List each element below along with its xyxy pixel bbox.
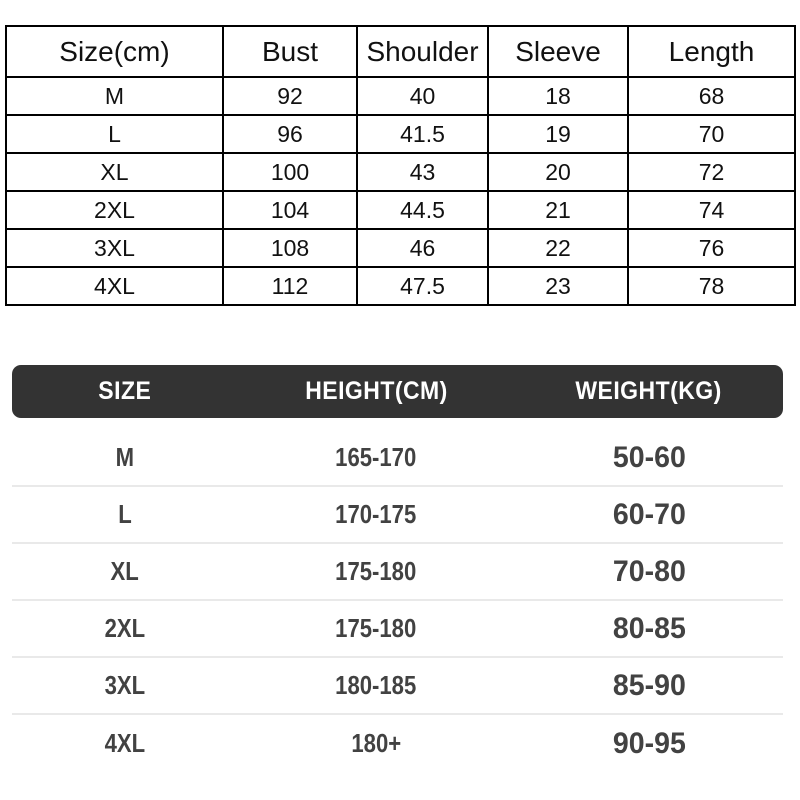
fit-weight-value: 50-60 bbox=[612, 440, 686, 474]
fit-header-weight-label: WEIGHT(KG) bbox=[575, 377, 723, 405]
table-row: L 96 41.5 19 70 bbox=[5, 114, 796, 154]
fit-height-value: 170-175 bbox=[335, 499, 417, 529]
table-row: M 92 40 18 68 bbox=[5, 76, 796, 116]
sleeve-cell: 20 bbox=[487, 152, 629, 192]
table-row: XL 100 43 20 72 bbox=[5, 152, 796, 192]
fit-weight-value: 70-80 bbox=[612, 554, 686, 588]
table-row: 2XL 104 44.5 21 74 bbox=[5, 190, 796, 230]
sleeve-cell: 19 bbox=[487, 114, 629, 154]
bust-cell: 100 bbox=[222, 152, 358, 192]
fit-size-label: L bbox=[117, 499, 132, 529]
size-cell: 4XL bbox=[5, 266, 224, 306]
bust-cell: 112 bbox=[222, 266, 358, 306]
sleeve-cell: 22 bbox=[487, 228, 629, 268]
shoulder-cell: 40 bbox=[356, 76, 489, 116]
fit-height-value: 175-180 bbox=[335, 613, 417, 643]
size-cell: 3XL bbox=[5, 228, 224, 268]
fit-size-label: 3XL bbox=[104, 670, 145, 700]
fit-header-height: HEIGHT(CM) bbox=[237, 365, 515, 418]
col-header-shoulder: Shoulder bbox=[356, 25, 489, 78]
bust-cell: 108 bbox=[222, 228, 358, 268]
length-cell: 78 bbox=[627, 266, 796, 306]
fit-weight-value: 85-90 bbox=[612, 668, 686, 702]
size-cell: XL bbox=[5, 152, 224, 192]
sleeve-cell: 21 bbox=[487, 190, 629, 230]
length-cell: 76 bbox=[627, 228, 796, 268]
fit-row: L 170-175 60-70 bbox=[12, 487, 783, 544]
col-header-length: Length bbox=[627, 25, 796, 78]
fit-row: 4XL 180+ 90-95 bbox=[12, 715, 783, 772]
length-cell: 70 bbox=[627, 114, 796, 154]
fit-header-size: SIZE bbox=[12, 365, 237, 418]
fit-weight-value: 80-85 bbox=[612, 611, 686, 645]
table-row: 3XL 108 46 22 76 bbox=[5, 228, 796, 268]
size-cell: M bbox=[5, 76, 224, 116]
fit-row: M 165-170 50-60 bbox=[12, 430, 783, 487]
bust-cell: 96 bbox=[222, 114, 358, 154]
fit-height-value: 165-170 bbox=[335, 442, 417, 472]
shoulder-cell: 46 bbox=[356, 228, 489, 268]
length-cell: 68 bbox=[627, 76, 796, 116]
fit-table-header-bar: SIZE HEIGHT(CM) WEIGHT(KG) bbox=[12, 365, 783, 418]
fit-row: 3XL 180-185 85-90 bbox=[12, 658, 783, 715]
fit-size-label: M bbox=[115, 442, 134, 472]
fit-size-label: 4XL bbox=[104, 728, 145, 758]
shoulder-cell: 43 bbox=[356, 152, 489, 192]
shoulder-cell: 47.5 bbox=[356, 266, 489, 306]
bust-cell: 104 bbox=[222, 190, 358, 230]
size-cell: L bbox=[5, 114, 224, 154]
fit-size-label: 2XL bbox=[104, 613, 145, 643]
fit-weight-value: 60-70 bbox=[612, 497, 686, 531]
fit-weight-value: 90-95 bbox=[612, 726, 686, 760]
length-cell: 72 bbox=[627, 152, 796, 192]
size-cell: 2XL bbox=[5, 190, 224, 230]
fit-size-label: XL bbox=[110, 556, 139, 586]
col-header-bust: Bust bbox=[222, 25, 358, 78]
fit-header-size-label: SIZE bbox=[98, 377, 151, 405]
measurement-header-row: Size(cm) Bust Shoulder Sleeve Length bbox=[5, 25, 796, 78]
fit-row: 2XL 175-180 80-85 bbox=[12, 601, 783, 658]
fit-header-height-label: HEIGHT(CM) bbox=[304, 377, 448, 405]
sleeve-cell: 18 bbox=[487, 76, 629, 116]
sleeve-cell: 23 bbox=[487, 266, 629, 306]
bust-cell: 92 bbox=[222, 76, 358, 116]
shoulder-cell: 44.5 bbox=[356, 190, 489, 230]
col-header-sleeve: Sleeve bbox=[487, 25, 629, 78]
fit-height-value: 180+ bbox=[351, 728, 401, 758]
fit-table-body: M 165-170 50-60 L 170-175 60-70 XL 175-1… bbox=[12, 430, 783, 772]
shoulder-cell: 41.5 bbox=[356, 114, 489, 154]
measurement-table: Size(cm) Bust Shoulder Sleeve Length M 9… bbox=[5, 25, 796, 306]
length-cell: 74 bbox=[627, 190, 796, 230]
fit-row: XL 175-180 70-80 bbox=[12, 544, 783, 601]
fit-header-weight: WEIGHT(KG) bbox=[515, 365, 783, 418]
table-row: 4XL 112 47.5 23 78 bbox=[5, 266, 796, 306]
col-header-size: Size(cm) bbox=[5, 25, 224, 78]
fit-height-value: 175-180 bbox=[335, 556, 417, 586]
fit-height-value: 180-185 bbox=[335, 670, 417, 700]
